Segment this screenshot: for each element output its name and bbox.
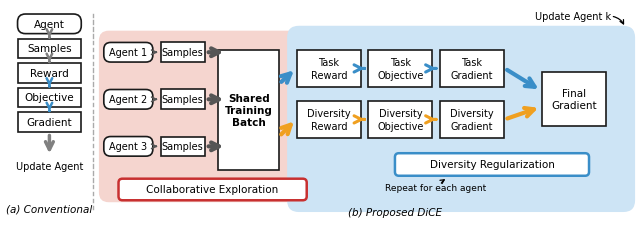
FancyBboxPatch shape	[395, 153, 589, 176]
Bar	[369, 102, 432, 138]
FancyBboxPatch shape	[104, 43, 153, 63]
Text: Update Agent k: Update Agent k	[535, 12, 611, 22]
Text: Collaborative Exploration: Collaborative Exploration	[147, 185, 279, 195]
Bar	[17, 88, 81, 108]
Bar	[161, 137, 205, 156]
Text: Task
Gradient: Task Gradient	[451, 58, 493, 80]
Text: Agent 1: Agent 1	[109, 48, 147, 58]
Text: Diversity
Reward: Diversity Reward	[307, 109, 351, 131]
Bar	[17, 112, 81, 132]
Text: Final
Gradient: Final Gradient	[551, 88, 596, 111]
Bar	[17, 64, 81, 83]
Text: Task
Objective: Task Objective	[377, 58, 424, 80]
Bar	[542, 73, 605, 126]
FancyBboxPatch shape	[104, 137, 153, 156]
Text: Samples: Samples	[162, 95, 204, 105]
FancyBboxPatch shape	[99, 32, 312, 202]
Text: (a) Conventional: (a) Conventional	[6, 204, 93, 214]
Text: Task
Reward: Task Reward	[310, 58, 347, 80]
Bar	[297, 51, 360, 87]
Text: (b) Proposed DiCE: (b) Proposed DiCE	[348, 207, 442, 217]
Text: Reward: Reward	[30, 68, 68, 79]
Bar	[161, 43, 205, 63]
FancyBboxPatch shape	[287, 27, 635, 212]
Bar	[17, 39, 81, 59]
Text: Agent 3: Agent 3	[109, 142, 147, 152]
FancyBboxPatch shape	[118, 179, 307, 200]
Text: Update Agent: Update Agent	[16, 161, 83, 171]
Bar	[440, 102, 504, 138]
Text: Agent: Agent	[34, 20, 65, 30]
Text: Repeat for each agent: Repeat for each agent	[385, 183, 486, 192]
Bar	[440, 51, 504, 87]
Text: Diversity
Objective: Diversity Objective	[377, 109, 424, 131]
Bar	[369, 51, 432, 87]
FancyBboxPatch shape	[104, 90, 153, 110]
Bar	[218, 51, 279, 170]
Text: Samples: Samples	[162, 48, 204, 58]
Bar	[297, 102, 360, 138]
Text: Diversity
Gradient: Diversity Gradient	[450, 109, 493, 131]
Bar	[161, 90, 205, 110]
FancyBboxPatch shape	[17, 15, 81, 35]
Text: Objective: Objective	[24, 93, 74, 103]
Text: Shared
Training
Batch: Shared Training Batch	[225, 93, 273, 128]
Text: Agent 2: Agent 2	[109, 95, 147, 105]
Text: Gradient: Gradient	[27, 117, 72, 127]
Text: Diversity Regularization: Diversity Regularization	[429, 160, 554, 170]
Text: Samples: Samples	[162, 142, 204, 152]
Text: Samples: Samples	[27, 44, 72, 54]
